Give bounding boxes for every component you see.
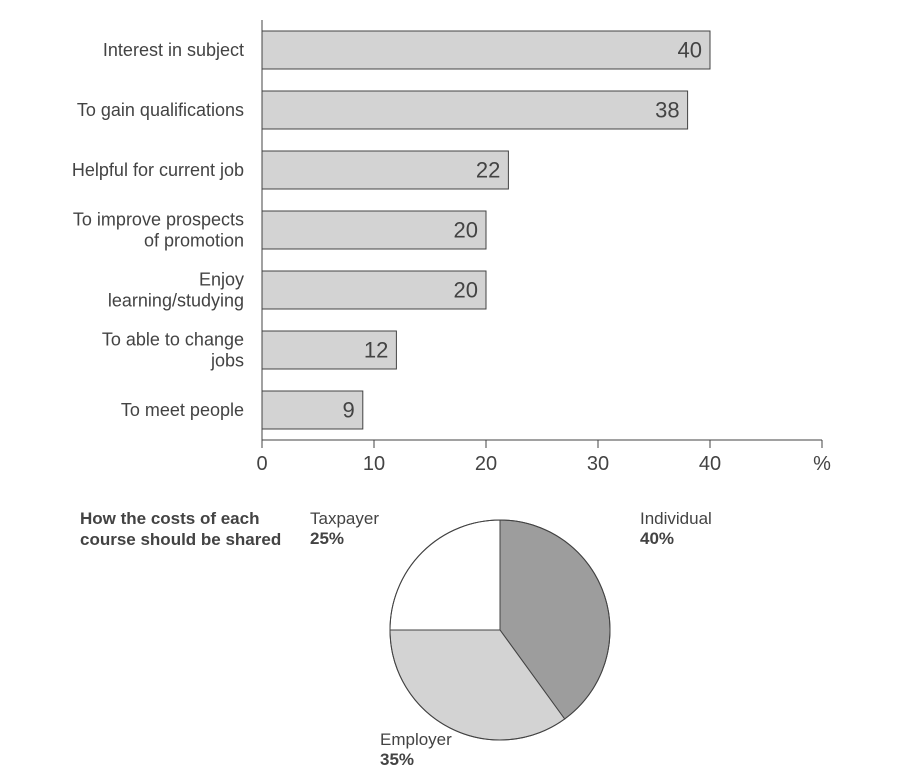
x-tick-label: 30 <box>587 453 609 475</box>
bar-value-label: 20 <box>454 278 478 303</box>
pie-chart: Individual40% Employer35% Taxpayer25% <box>310 509 712 766</box>
x-tick-label: 40 <box>699 453 721 475</box>
x-tick-label: 0 <box>256 453 267 475</box>
bar-category-label: To meet people <box>121 400 244 420</box>
pie-slice-label: Taxpayer25% <box>310 509 379 548</box>
bar-category-label: To gain qualifications <box>77 100 244 120</box>
bar <box>262 31 710 69</box>
bar-value-label: 40 <box>678 38 702 63</box>
pie-slice <box>390 520 500 630</box>
bar-category-label: To improve prospectsof promotion <box>73 210 244 251</box>
pie-slice-label: Individual40% <box>640 509 712 548</box>
pie-section-title: How the costs of eachcourse should be sh… <box>80 509 281 549</box>
bar <box>262 271 486 309</box>
x-tick-label: % <box>813 453 831 475</box>
x-tick-label: 10 <box>363 453 385 475</box>
bar-value-label: 12 <box>364 338 388 363</box>
bar-value-label: 20 <box>454 218 478 243</box>
pie-slice-label: Employer35% <box>380 730 452 766</box>
bar-category-label: Helpful for current job <box>72 160 244 180</box>
bar <box>262 91 688 129</box>
bar-category-label: Interest in subject <box>103 40 244 60</box>
bar-value-label: 9 <box>343 398 355 423</box>
x-tick-label: 20 <box>475 453 497 475</box>
bar-category-label: Enjoylearning/studying <box>108 270 244 311</box>
bar-category-label: To able to changejobs <box>102 330 244 371</box>
bar-chart: 0 10 20 30 40% 40 Interest in subject 38 To gain… <box>72 20 831 475</box>
bar-value-label: 38 <box>655 98 679 123</box>
chart-stage: 0 10 20 30 40% 40 Interest in subject 38 To gain… <box>0 0 901 766</box>
bar <box>262 151 508 189</box>
bar <box>262 211 486 249</box>
bar-value-label: 22 <box>476 158 500 183</box>
